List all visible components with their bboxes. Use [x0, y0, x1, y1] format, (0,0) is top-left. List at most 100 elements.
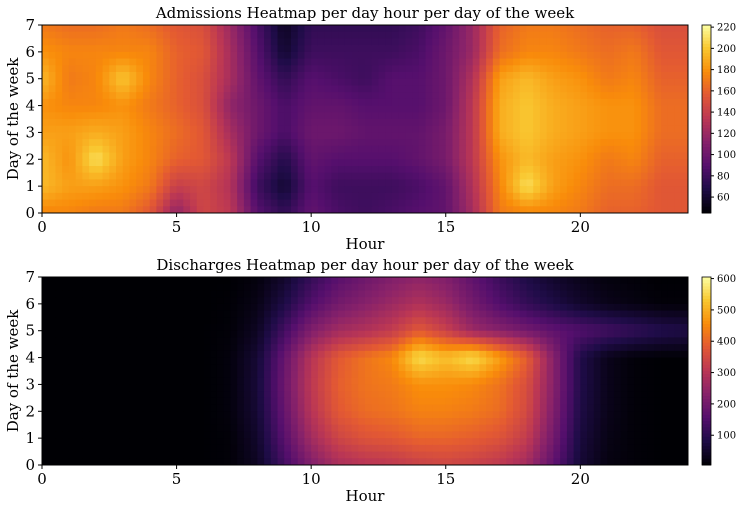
heatmap-cell — [641, 405, 648, 412]
heatmap-cell — [76, 200, 83, 207]
heatmap-cell — [601, 132, 608, 139]
heatmap-cell — [654, 391, 661, 398]
heatmap-cell — [601, 179, 608, 186]
heatmap-cell — [627, 284, 634, 291]
heatmap-cell — [156, 290, 163, 297]
heatmap-cell — [129, 358, 136, 365]
heatmap-cell — [607, 106, 614, 113]
heatmap-cell — [486, 72, 493, 79]
heatmap-cell — [412, 79, 419, 86]
heatmap-cell — [365, 126, 372, 133]
heatmap-cell — [69, 132, 76, 139]
heatmap-cell — [69, 391, 76, 398]
heatmap-cell — [257, 166, 264, 173]
heatmap-cell — [244, 331, 251, 338]
heatmap-cell — [103, 358, 110, 365]
heatmap-cell — [500, 106, 507, 113]
heatmap-cell — [217, 337, 224, 344]
heatmap-cell — [661, 85, 668, 92]
heatmap-cell — [352, 324, 359, 331]
heatmap-cell — [614, 337, 621, 344]
heatmap-cell — [661, 186, 668, 193]
heatmap-cell — [325, 200, 332, 207]
heatmap-cell — [627, 371, 634, 378]
heatmap-cell — [621, 65, 628, 72]
heatmap-cell — [69, 139, 76, 146]
heatmap-cell — [385, 119, 392, 126]
heatmap-cell — [459, 358, 466, 365]
heatmap-cell — [574, 85, 581, 92]
heatmap-cell — [143, 284, 150, 291]
heatmap-cell — [594, 166, 601, 173]
heatmap-cell — [641, 351, 648, 358]
heatmap-cell — [237, 132, 244, 139]
heatmap-cell — [452, 153, 459, 160]
heatmap-cell — [419, 331, 426, 338]
heatmap-cell — [466, 119, 473, 126]
heatmap-cell — [648, 139, 655, 146]
heatmap-cell — [82, 358, 89, 365]
heatmap-cell — [641, 337, 648, 344]
heatmap-cell — [587, 378, 594, 385]
heatmap-cell — [641, 119, 648, 126]
heatmap-cell — [55, 317, 62, 324]
heatmap-cell — [62, 25, 69, 32]
heatmap-cell — [527, 277, 534, 284]
heatmap-cell — [580, 153, 587, 160]
heatmap-cell — [641, 173, 648, 180]
heatmap-cell — [372, 311, 379, 318]
heatmap-cell — [197, 72, 204, 79]
heatmap-cell — [325, 32, 332, 39]
heatmap-cell — [278, 331, 285, 338]
heatmap-cell — [452, 331, 459, 338]
heatmap-cell — [567, 364, 574, 371]
heatmap-cell — [432, 159, 439, 166]
heatmap-cell — [338, 418, 345, 425]
heatmap-cell — [170, 304, 177, 311]
heatmap-cell — [661, 38, 668, 45]
heatmap-cell — [163, 297, 170, 304]
heatmap-cell — [257, 398, 264, 405]
heatmap-cell — [668, 85, 675, 92]
heatmap-cell — [540, 324, 547, 331]
heatmap-cell — [190, 72, 197, 79]
heatmap-cell — [432, 405, 439, 412]
heatmap-cell — [177, 126, 184, 133]
heatmap-cell — [527, 25, 534, 32]
heatmap-cell — [479, 153, 486, 160]
heatmap-cell — [426, 371, 433, 378]
heatmap-cell — [493, 146, 500, 153]
heatmap-cell — [641, 59, 648, 66]
heatmap-cell — [553, 405, 560, 412]
colorbar-segment — [702, 97, 711, 101]
heatmap-cell — [473, 146, 480, 153]
heatmap-cell — [129, 200, 136, 207]
heatmap-cell — [506, 324, 513, 331]
heatmap-cell — [271, 311, 278, 318]
heatmap-cell — [486, 146, 493, 153]
heatmap-cell — [257, 371, 264, 378]
heatmap-cell — [452, 405, 459, 412]
heatmap-cell — [500, 79, 507, 86]
heatmap-cell — [648, 119, 655, 126]
heatmap-cell — [103, 405, 110, 412]
heatmap-cell — [76, 85, 83, 92]
heatmap-cell — [675, 418, 682, 425]
heatmap-cell — [601, 398, 608, 405]
heatmap-cell — [62, 72, 69, 79]
heatmap-cell — [459, 132, 466, 139]
heatmap-cell — [426, 119, 433, 126]
heatmap-cell — [42, 92, 49, 99]
heatmap-cell — [634, 351, 641, 358]
heatmap-cell — [170, 139, 177, 146]
heatmap-cell — [594, 405, 601, 412]
heatmap-cell — [520, 146, 527, 153]
heatmap-cell — [378, 159, 385, 166]
heatmap-cell — [338, 337, 345, 344]
heatmap-cell — [170, 344, 177, 351]
heatmap-cell — [103, 364, 110, 371]
heatmap-cell — [567, 358, 574, 365]
heatmap-cell — [278, 344, 285, 351]
heatmap-cell — [278, 106, 285, 113]
heatmap-cell — [311, 72, 318, 79]
